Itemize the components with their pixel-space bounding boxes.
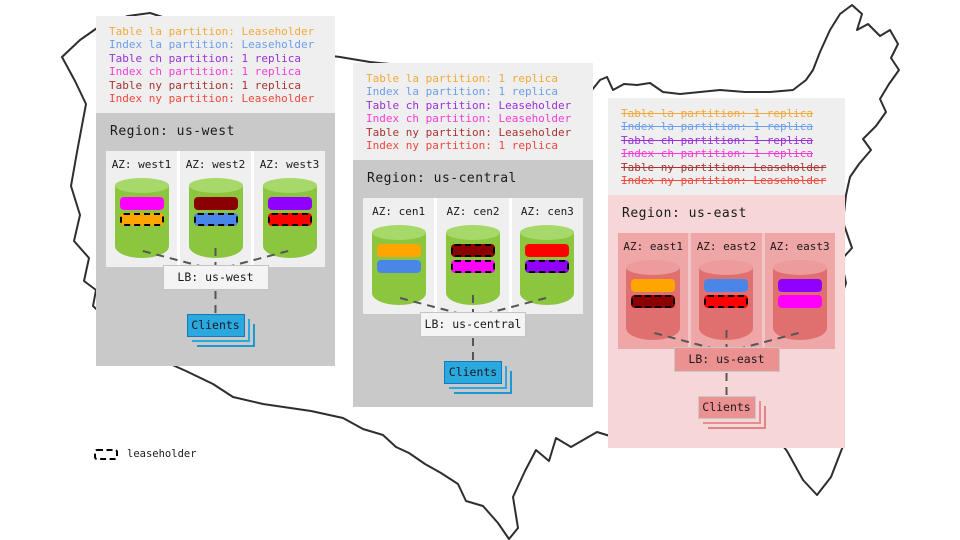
partition-legend-us-east: Table la partition: 1 replica Index la p… <box>608 98 845 196</box>
partition-bar <box>777 279 822 293</box>
partition-bar <box>631 279 676 293</box>
az-cen1: AZ: cen1 <box>363 198 435 315</box>
partition-bar <box>376 244 421 258</box>
partition-legend-us-west: Table la partition: Leaseholder Index la… <box>96 16 335 114</box>
partition-bar <box>193 197 238 211</box>
partition-bar <box>193 213 238 227</box>
cylinder-top <box>699 260 754 276</box>
cylinder-top <box>371 225 426 241</box>
legend-line: Table ch partition: Leaseholder <box>366 98 572 112</box>
az-west1: AZ: west1 <box>106 151 177 268</box>
load-balancer: LB: us-central <box>420 312 526 338</box>
region-title: Region: us-west <box>110 124 235 140</box>
partition-bar <box>631 295 676 309</box>
cylinder-top <box>520 225 575 241</box>
partition-bar <box>525 244 570 258</box>
az-cen2: AZ: cen2 <box>437 198 509 315</box>
az-cen3: AZ: cen3 <box>511 198 583 315</box>
legend-line: Index la partition: Leaseholder <box>109 38 315 52</box>
db-node-icon <box>262 178 317 259</box>
db-node-icon <box>772 260 827 341</box>
partition-bar <box>267 213 312 227</box>
region-title: Region: us-central <box>367 171 517 187</box>
region-box-us-central: Region: us-central AZ: cen1 AZ: cen2 <box>353 160 593 408</box>
db-node-icon <box>188 178 243 259</box>
az-label: AZ: cen2 <box>446 205 500 219</box>
load-balancer: LB: us-east <box>673 347 780 373</box>
leaseholder-swatch-icon <box>94 448 118 460</box>
legend-line: Index ch partition: 1 replica <box>621 147 814 161</box>
partition-bar <box>704 295 749 309</box>
cylinder-top <box>445 225 500 241</box>
clients-box: Clients <box>444 361 502 385</box>
legend-line: Index ny partition: 1 replica <box>366 139 559 153</box>
legend-line: Index ny partition: Leaseholder <box>109 92 315 106</box>
az-row: AZ: cen1 AZ: cen2 <box>363 198 583 315</box>
region-group-us-central: Table la partition: 1 replica Index la p… <box>353 63 593 408</box>
legend-line: Index ch partition: Leaseholder <box>366 112 572 126</box>
clients-box: Clients <box>697 396 756 420</box>
az-row: AZ: east1 AZ: east2 <box>618 233 835 350</box>
partition-bar <box>450 260 495 274</box>
region-group-us-east: Table la partition: 1 replica Index la p… <box>608 98 845 449</box>
db-node-icon <box>445 225 500 306</box>
cylinder-top <box>114 178 169 194</box>
az-east2: AZ: east2 <box>691 233 762 350</box>
partition-bar <box>119 197 164 211</box>
legend-line: Table la partition: Leaseholder <box>109 25 315 38</box>
az-label: AZ: west1 <box>111 158 172 172</box>
az-east3: AZ: east3 <box>764 233 835 350</box>
region-group-us-west: Table la partition: Leaseholder Index la… <box>96 16 335 367</box>
partition-bar <box>704 279 749 293</box>
legend-line: Table ch partition: 1 replica <box>109 51 302 65</box>
partition-bar <box>450 244 495 258</box>
legend-line: Table ch partition: 1 replica <box>621 133 814 147</box>
cylinder-top <box>772 260 827 276</box>
partition-bar <box>119 213 164 227</box>
leaseholder-legend: leaseholder <box>94 448 197 460</box>
legend-line: Table ny partition: Leaseholder <box>366 125 572 139</box>
partition-bar <box>376 260 421 274</box>
az-west2: AZ: west2 <box>180 151 251 268</box>
region-box-us-west: Region: us-west AZ: west1 AZ: west2 <box>96 113 335 367</box>
region-box-us-east: Region: us-east AZ: east1 AZ: east2 <box>608 195 845 449</box>
cylinder-top <box>188 178 243 194</box>
legend-line: Index ch partition: 1 replica <box>109 65 302 79</box>
az-label: AZ: cen1 <box>372 205 426 219</box>
cylinder-top <box>626 260 681 276</box>
legend-line: Table la partition: 1 replica <box>621 107 814 120</box>
az-east1: AZ: east1 <box>618 233 689 350</box>
az-label: AZ: cen3 <box>520 205 574 219</box>
leaseholder-label: leaseholder <box>127 448 197 460</box>
cylinder-top <box>262 178 317 194</box>
load-balancer: LB: us-west <box>162 265 269 291</box>
az-label: AZ: west2 <box>185 158 246 172</box>
partition-legend-us-central: Table la partition: 1 replica Index la p… <box>353 63 593 161</box>
partition-bar <box>267 197 312 211</box>
legend-line: Index la partition: 1 replica <box>366 85 559 99</box>
legend-line: Table ny partition: Leaseholder <box>621 160 827 174</box>
az-label: AZ: east2 <box>696 240 757 254</box>
legend-line: Table ny partition: 1 replica <box>109 78 302 92</box>
legend-line: Index la partition: 1 replica <box>621 120 814 134</box>
az-label: AZ: east1 <box>623 240 683 254</box>
az-label: AZ: east3 <box>770 240 830 254</box>
region-title: Region: us-east <box>622 206 747 222</box>
az-west3: AZ: west3 <box>254 151 325 268</box>
legend-line: Table la partition: 1 replica <box>366 72 559 85</box>
legend-line: Index ny partition: Leaseholder <box>621 174 827 188</box>
db-node-icon <box>699 260 754 341</box>
az-label: AZ: west3 <box>259 158 320 172</box>
db-node-icon <box>371 225 426 306</box>
db-node-icon <box>114 178 169 259</box>
partition-bar <box>777 295 822 309</box>
db-node-icon <box>626 260 681 341</box>
az-row: AZ: west1 AZ: west2 <box>106 151 325 268</box>
db-node-icon <box>520 225 575 306</box>
clients-box: Clients <box>186 314 245 338</box>
partition-bar <box>525 260 570 274</box>
